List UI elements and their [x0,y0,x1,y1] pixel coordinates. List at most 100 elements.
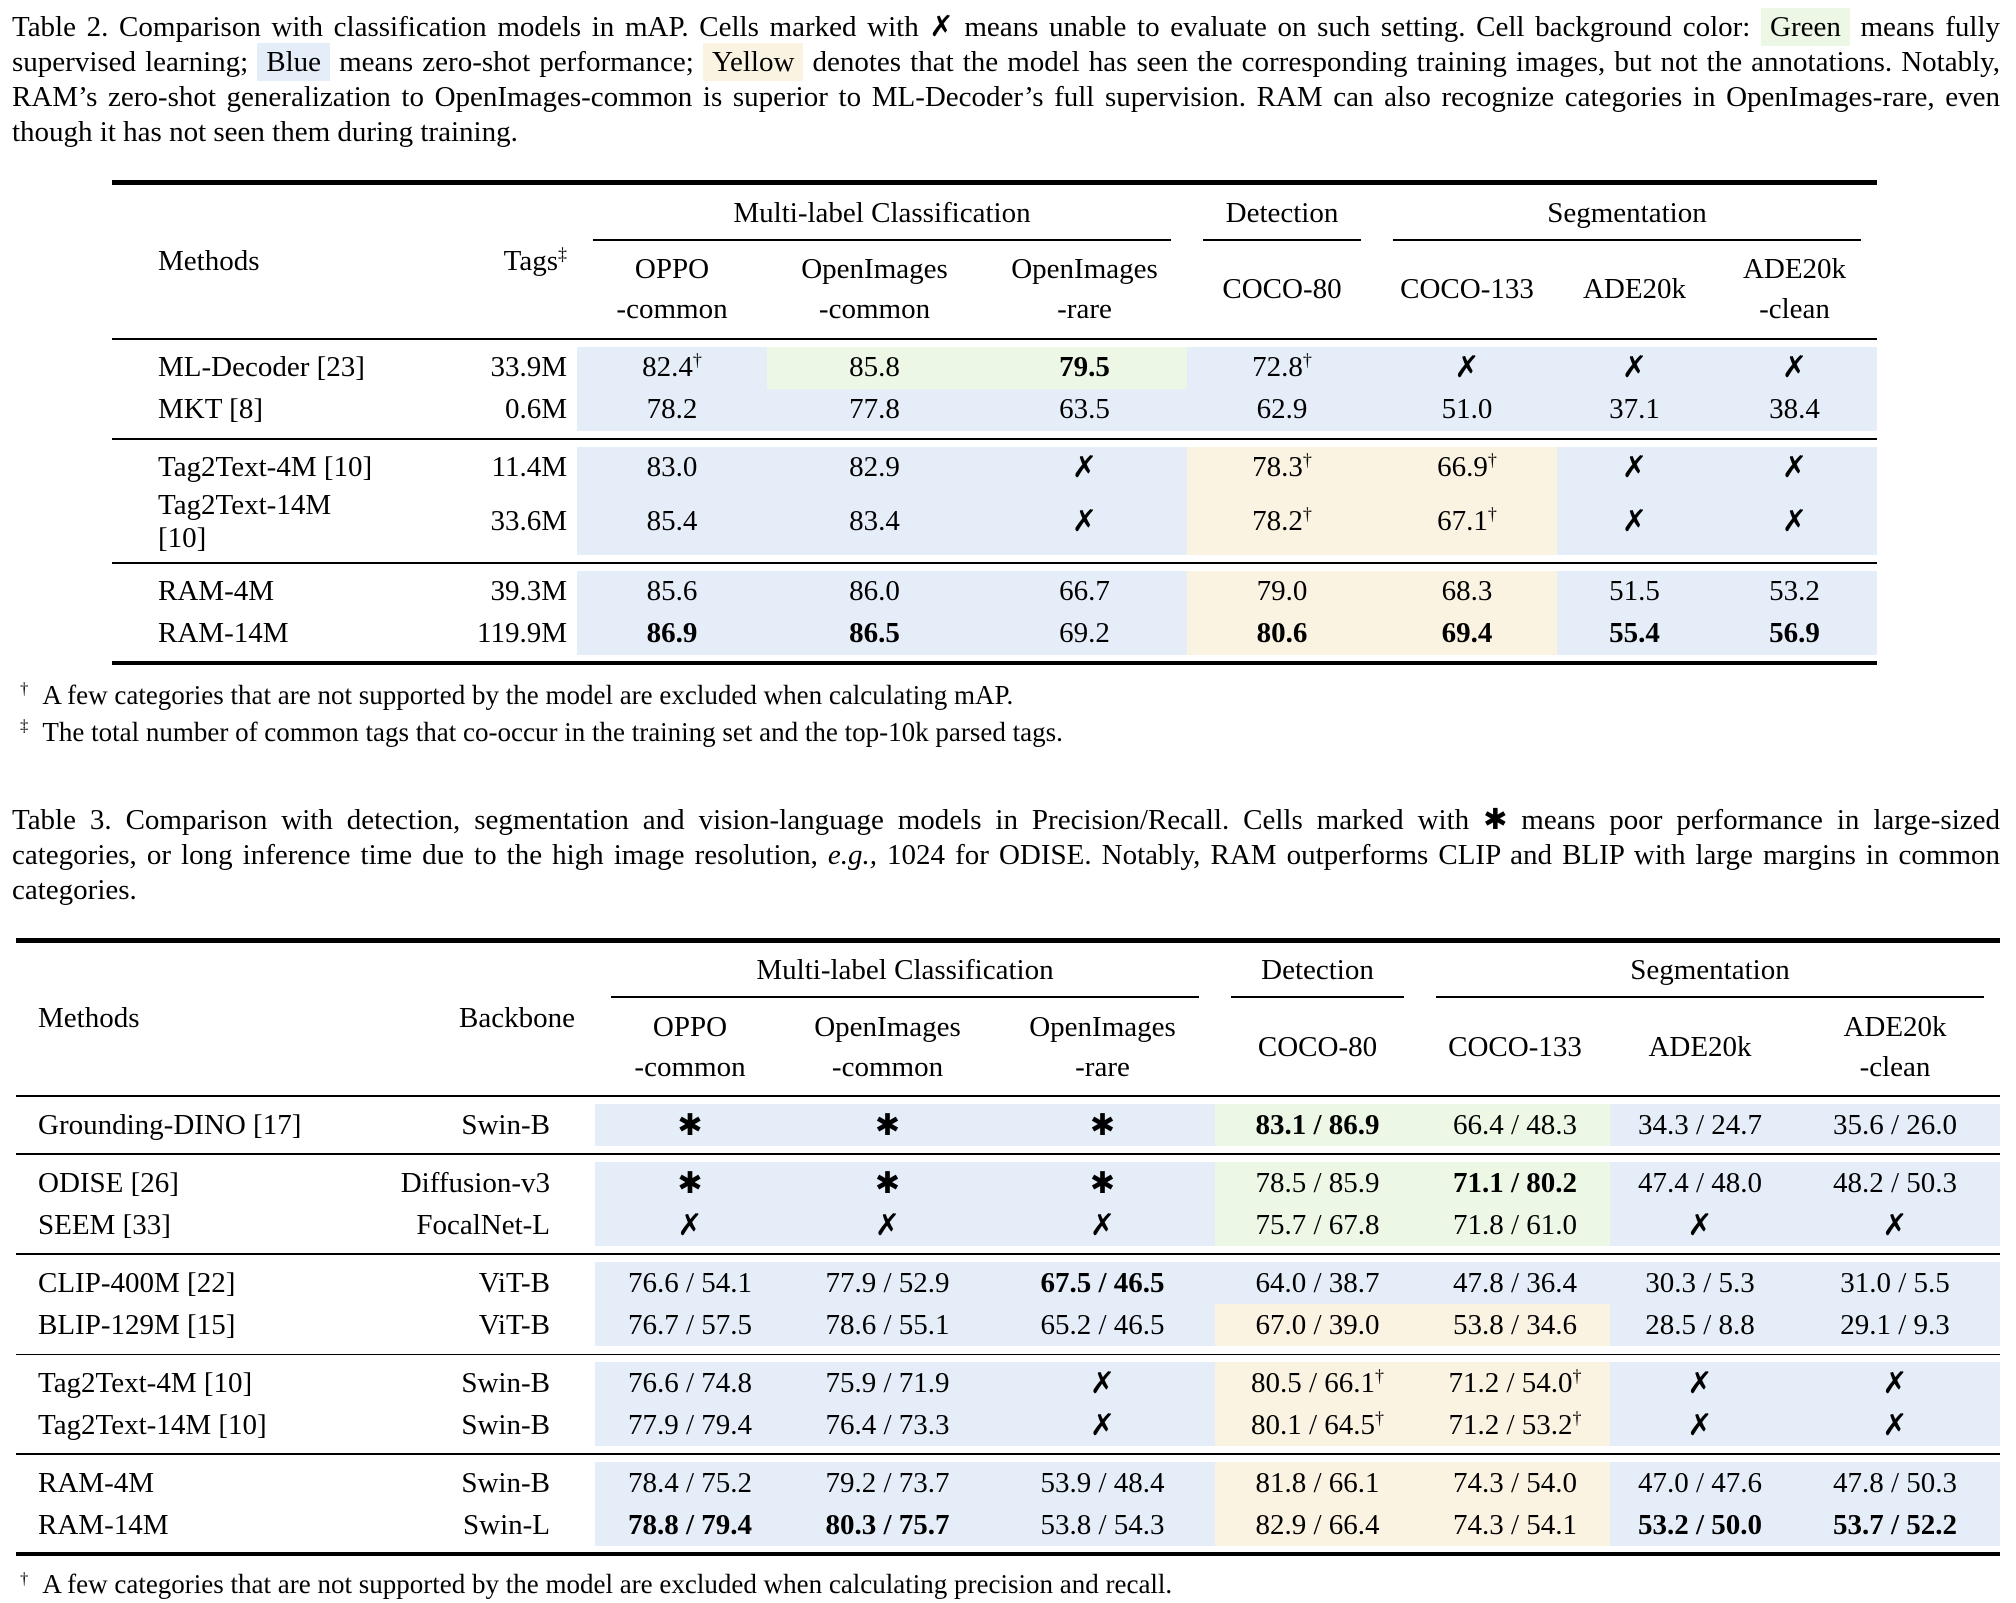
backbone-cell: Swin-L [463,1508,550,1541]
value-cell: 83.0 [577,446,767,489]
method-cell: RAM-14M [158,617,289,649]
value-cell: 75.9 / 71.9 [785,1362,990,1404]
dagger-marker: † [1572,1365,1582,1386]
mark-cell: ✗ [990,1404,1215,1446]
value-cell: 65.2 / 46.5 [990,1304,1215,1346]
mark-cell: ✗ [595,1204,785,1246]
backbone-cell: Swin-B [461,1466,550,1499]
table3: Methods Backbone Multi-label Classificat… [16,937,2000,1556]
table-row: SEEM [33] FocalNet-L ✗ ✗ ✗ 75.7 / 67.8 71.8 / … [16,1204,2000,1246]
column-header-line: ADE20k [1582,273,1687,305]
col-header-openimages-common: OpenImages -common [767,241,982,339]
group-header-multilabel: Multi-label Classification [577,183,1187,241]
tags-cell: 0.6M [504,393,567,425]
value-cell: 66.7 [982,570,1187,613]
col-header-openimages-rare: OpenImages -rare [990,998,1215,1096]
value-cell: 74.3 / 54.0 [1420,1462,1610,1504]
value-cell: 47.8 / 36.4 [1420,1262,1610,1304]
value-cell: 53.2 [1712,570,1877,613]
value-cell: 78.3† [1187,446,1377,489]
col-header-coco133: COCO-133 [1420,998,1610,1096]
value-cell: 76.4 / 73.3 [785,1404,990,1446]
column-header-line: OPPO [634,253,710,285]
footnote-text: A few categories that are not supported … [42,1569,1173,1599]
value-cell: 29.1 / 9.3 [1790,1304,2000,1346]
spacer-row [112,430,1877,439]
value-cell: 71.1 / 80.2 [1420,1162,1610,1204]
group-header-label: Multi-label Classification [593,187,1171,241]
spacer-row [16,1546,2000,1554]
table-row: RAM-4M 39.3M 85.6 86.0 66.7 79.0 68.3 51.5 53.2 [112,570,1877,613]
column-header-line: COCO-133 [1448,1030,1582,1063]
value-cell: 64.0 / 38.7 [1215,1262,1420,1304]
value-cell: 71.2 / 54.0† [1420,1362,1610,1404]
col-header-ade20k-clean: ADE20k -clean [1790,998,2000,1096]
value-cell: 51.5 [1557,570,1712,613]
table2-header: Methods Tags‡ Multi-label Classification… [112,183,1877,339]
value-cell: 85.8 [767,346,982,389]
method-cell: CLIP-400M [22] [38,1266,236,1299]
col-header-methods: Methods [38,1002,140,1035]
yellow-legend: Yellow [702,43,804,81]
mark-cell: ✗ [785,1204,990,1246]
spacer-cell [16,1146,2000,1154]
value-cell: 69.4 [1377,612,1557,655]
text-segment: denotes that the model has seen the corr… [12,46,2000,148]
text-segment: means poor performance in large-sized ca… [12,803,2000,871]
footnote: ‡ The total number of common tags that co… [20,714,2016,751]
backbone-cell: Swin-B [461,1408,550,1441]
text-segment: Tags [503,244,559,277]
row-group: Grounding-DINO [17] Swin-B ✱ ✱ ✱ 83.1 / 86.9 6… [16,1096,2000,1154]
value-cell: 78.6 / 55.1 [785,1304,990,1346]
value-cell: 81.8 / 66.1 [1215,1462,1420,1504]
method-cell: ML-Decoder [23] [158,351,365,383]
mark-cell: ✗ [1610,1404,1790,1446]
table-row: Tag2Text-4M [10] 11.4M 83.0 82.9 ✗ 78.3† 66.9†… [112,446,1877,489]
spacer-row [112,554,1877,563]
mark-cell: ✗ [982,488,1187,555]
mark-cell: ✱ [785,1104,990,1146]
mark-cell: ✗ [1790,1204,2000,1246]
value-cell: 80.6 [1187,612,1377,655]
method-cell: BLIP-129M [15] [38,1308,236,1341]
mark-cell: ✗ [1610,1204,1790,1246]
mark-cell: ✗ [1557,488,1712,555]
value-cell: 34.3 / 24.7 [1610,1104,1790,1146]
group-header-detection: Detection [1215,940,1420,998]
method-cell: MKT [8] [158,393,263,425]
footnote-text: The total number of common tags that co-… [42,716,1063,747]
backbone-cell: Diffusion-v3 [400,1166,550,1199]
spacer-row [16,1354,2000,1362]
value-cell: 85.6 [577,570,767,613]
column-header-line: COCO-133 [1400,273,1534,305]
value-cell: 71.8 / 61.0 [1420,1204,1610,1246]
method-cell: Tag2Text-4M [10] [38,1366,253,1399]
spacer-row [112,562,1877,571]
mark-cell: ✗ [990,1362,1215,1404]
value-cell: 79.2 / 73.7 [785,1462,990,1504]
footnote: † A few categories that are not supported… [20,677,2016,714]
mark-cell: ✗ [1557,446,1712,489]
tags-cell: 119.9M [477,617,567,649]
tags-cell: 33.6M [490,505,567,537]
mark-cell: ✱ [990,1162,1215,1204]
column-header-line: -common [818,293,931,325]
value-cell: 71.2 / 53.2† [1420,1404,1610,1446]
row-group: RAM-4M 39.3M 85.6 86.0 66.7 79.0 68.3 51.5 53.2 R… [112,562,1877,663]
green-legend: Green [1761,8,1850,46]
value-cell: 62.9 [1187,388,1377,431]
group-header-label: Detection [1231,944,1404,998]
value-cell: 51.0 [1377,388,1557,431]
method-cell: ODISE [26] [38,1166,179,1199]
value-cell: 66.9† [1377,446,1557,489]
spacer-cell [16,1346,2000,1354]
spacer-cell [112,554,1877,563]
method-cell: Tag2Text-4M [10] [158,451,373,483]
backbone-cell: ViT-B [478,1308,550,1341]
value-cell: 53.2 / 50.0 [1610,1504,1790,1546]
group-header-label: Detection [1203,187,1361,241]
spacer-cell [112,438,1877,447]
spacer-cell [16,1246,2000,1254]
column-header-line: -clean [1759,293,1830,325]
mark-cell: ✗ [1557,346,1712,389]
